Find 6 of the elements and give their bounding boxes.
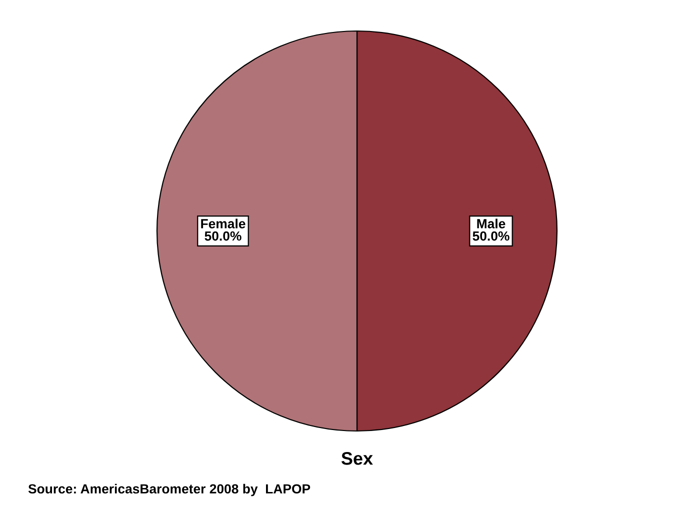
slice-label: Female	[201, 218, 246, 228]
data-label: 50.0%	[472, 231, 510, 241]
source-note: Source: AmericasBarometer 2008 by LAPOP	[28, 484, 310, 496]
slice-label: Male	[477, 218, 506, 228]
text: Sex	[341, 452, 373, 465]
data-label: 50.0%	[204, 231, 242, 241]
